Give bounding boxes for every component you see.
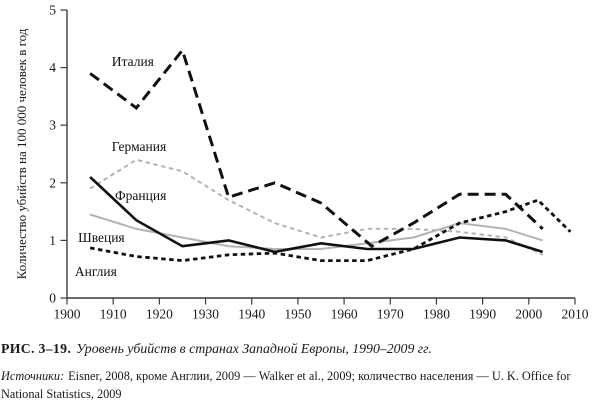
- y-tick-label: 2: [49, 175, 56, 190]
- series-line-sweden: [89, 213, 543, 250]
- y-tick-label: 4: [49, 60, 56, 75]
- x-tick-label: 1960: [331, 307, 358, 322]
- caption-title: Уровень убийств в странах Западной Европ…: [76, 341, 432, 356]
- sources-label: Источники:: [1, 369, 65, 383]
- y-tick-label: 1: [49, 233, 56, 248]
- series-label-england: Англия: [75, 264, 117, 279]
- series-line-england: [89, 198, 572, 263]
- figure-caption: РИС. 3–19. Уровень убийств в странах Запа…: [1, 341, 599, 358]
- x-tick-label: 1900: [54, 307, 81, 322]
- x-tick-label: 1970: [377, 307, 404, 322]
- series-line-france: [89, 176, 544, 254]
- y-tick-label: 0: [49, 291, 56, 306]
- series-line-italy: [89, 47, 544, 249]
- sources-text: Eisner, 2008, кроме Англии, 2009 — Walke…: [1, 369, 571, 401]
- series-label-germany: Германия: [112, 139, 166, 154]
- x-tick-label: 1990: [469, 307, 496, 322]
- x-tick-label: 2000: [515, 307, 542, 322]
- x-tick-label: 1930: [192, 307, 219, 322]
- series-label-france: Франция: [115, 188, 166, 203]
- y-tick-label: 3: [49, 118, 56, 133]
- x-tick-label: 2010: [561, 307, 588, 322]
- series-line-germany: [89, 158, 544, 256]
- y-axis-title: Количество убийств на 100 000 человек в …: [14, 28, 29, 279]
- x-tick-label: 1980: [423, 307, 450, 322]
- x-tick-label: 1920: [146, 307, 173, 322]
- series-label-sweden: Швеция: [78, 230, 125, 245]
- y-tick-label: 5: [49, 3, 56, 18]
- x-tick-label: 1950: [284, 307, 311, 322]
- series-label-italy: Италия: [112, 54, 154, 69]
- x-tick-label: 1940: [238, 307, 265, 322]
- homicide-line-chart: 0 1 2 3 4 5 1900 1910 1920 1930 1940 1950 1960 1970 19…: [14, 3, 589, 322]
- x-tick-label: 1910: [100, 307, 127, 322]
- caption-number: РИС. 3–19.: [1, 341, 72, 356]
- figure-sources: Источники: Eisner, 2008, кроме Англии, 20…: [1, 368, 599, 401]
